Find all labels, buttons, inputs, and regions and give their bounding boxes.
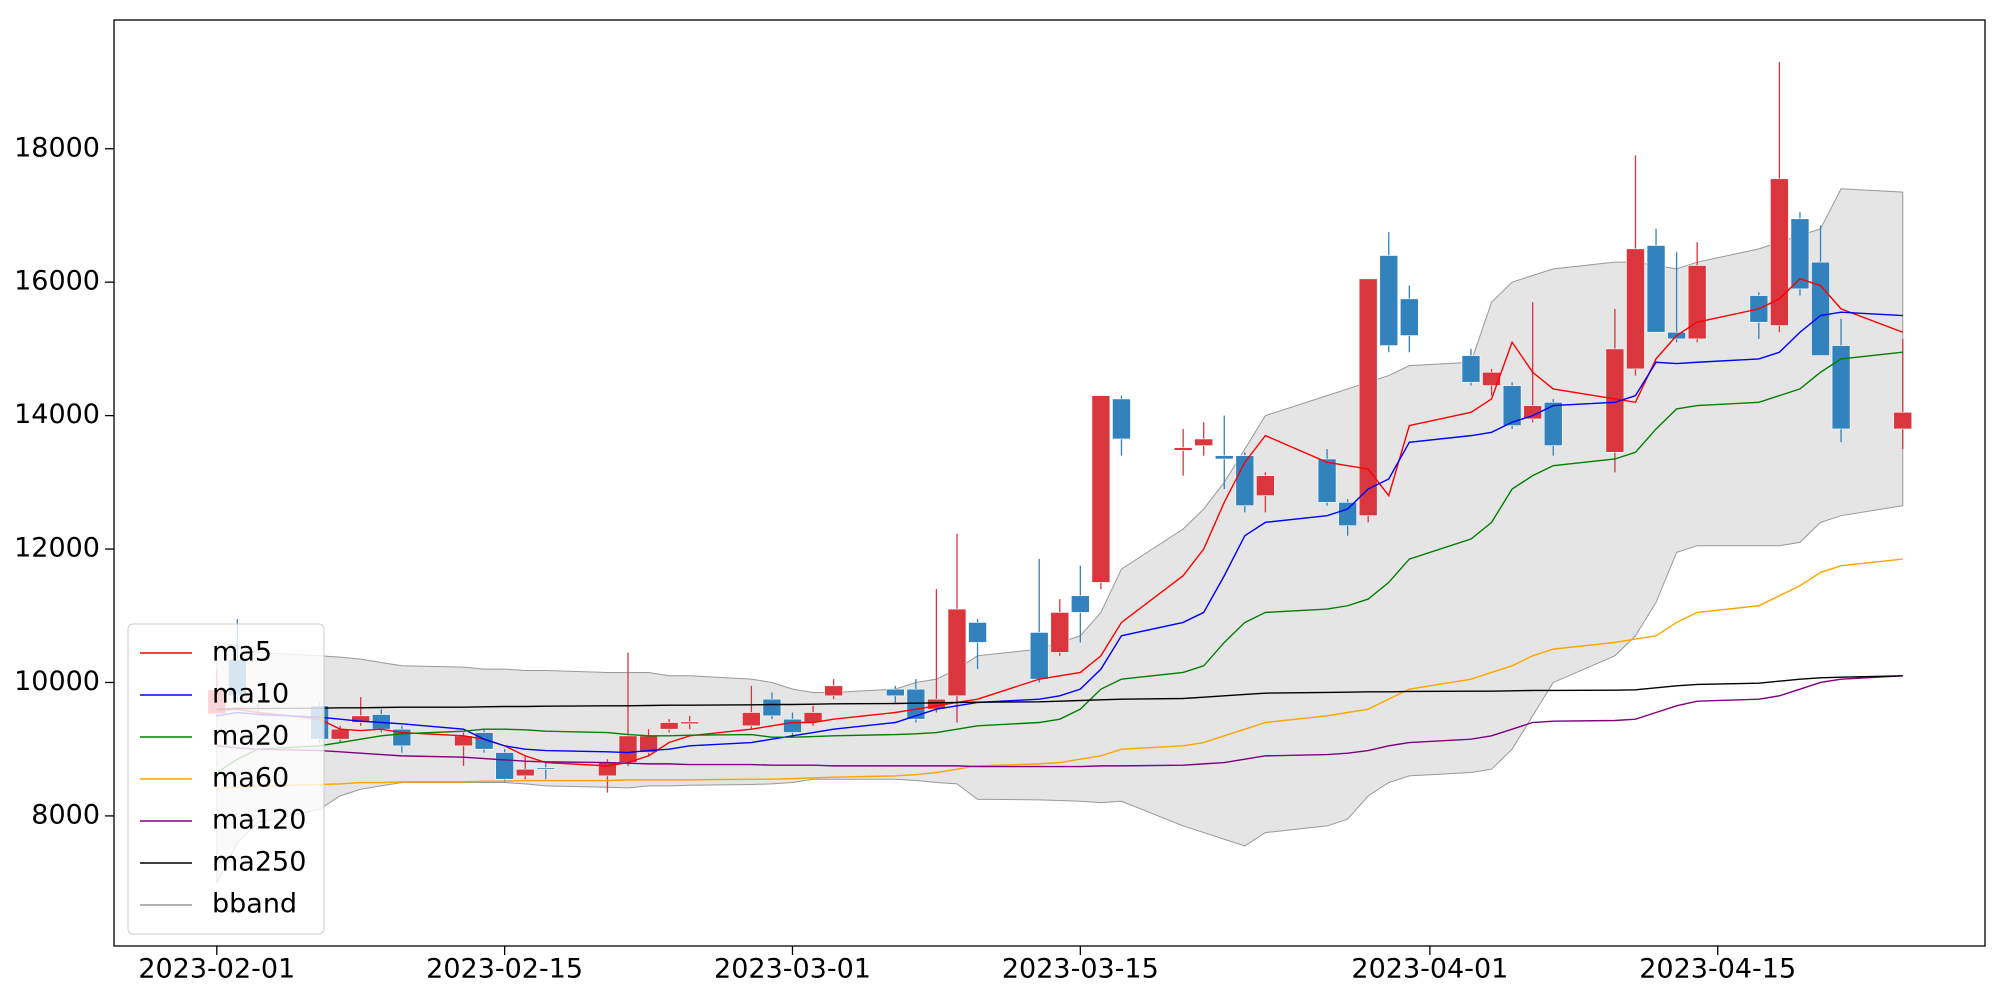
legend-box xyxy=(127,623,325,935)
candle-body xyxy=(330,728,350,740)
ma-line xyxy=(216,558,1903,790)
y-tick-label: 14000 xyxy=(14,399,100,430)
x-tick-label: 2023-02-01 xyxy=(138,954,295,985)
candle-body xyxy=(1112,398,1131,440)
candle-body xyxy=(515,768,535,777)
candle-body xyxy=(1790,218,1810,290)
y-tick-label: 18000 xyxy=(14,132,100,163)
plot-area xyxy=(207,62,1913,883)
candle-body xyxy=(783,718,802,733)
candle-body xyxy=(618,735,638,763)
candle-body xyxy=(1317,458,1337,503)
candle-body xyxy=(1687,265,1707,340)
candle-body xyxy=(1379,255,1399,346)
legend-label: ma20 xyxy=(212,721,289,752)
candle-body xyxy=(1194,438,1214,446)
candle-body xyxy=(1543,401,1563,446)
candle-body xyxy=(495,752,514,780)
candle-body xyxy=(1893,411,1913,430)
candle-body xyxy=(742,712,761,727)
candle-body xyxy=(536,767,556,770)
x-tick-label: 2023-04-01 xyxy=(1351,954,1508,985)
candle-body xyxy=(1811,261,1830,356)
candle-body xyxy=(1029,632,1049,680)
x-tick-label: 2023-03-01 xyxy=(714,954,871,985)
candle-body xyxy=(1173,447,1193,451)
candle-body xyxy=(1214,455,1234,460)
candle-body xyxy=(1770,178,1789,326)
candle-body xyxy=(1502,385,1522,426)
candle-body xyxy=(1071,595,1090,613)
legend-label: ma5 xyxy=(212,637,272,668)
legend: ma5 ma10 ma20 ma60 ma120 ma250 bband xyxy=(127,623,325,935)
legend-label: ma120 xyxy=(212,805,306,836)
candle-body xyxy=(1050,612,1070,653)
x-tick-label: 2023-03-15 xyxy=(1002,954,1159,985)
candle-body xyxy=(1256,475,1275,496)
candle-body xyxy=(1482,371,1501,386)
ma-line xyxy=(216,675,1903,710)
candle-body xyxy=(762,698,782,717)
legend-label: bband xyxy=(212,889,297,920)
ma-line xyxy=(216,311,1903,754)
x-tick-label: 2023-02-15 xyxy=(426,954,583,985)
candle-body xyxy=(1523,405,1542,420)
candle-body xyxy=(906,688,926,720)
candle-body xyxy=(1831,345,1851,430)
candle-body xyxy=(680,721,699,725)
candle-body xyxy=(824,685,843,697)
candle-body xyxy=(351,715,371,723)
ma-line xyxy=(216,351,1903,774)
candle-body xyxy=(659,722,679,730)
legend-label: ma10 xyxy=(212,679,289,710)
candle-body xyxy=(968,622,987,643)
legend-label: ma60 xyxy=(212,763,289,794)
legend-label: ma250 xyxy=(212,847,306,878)
y-tick-label: 16000 xyxy=(14,266,100,297)
candle-body xyxy=(885,688,905,697)
y-tick-label: 10000 xyxy=(14,666,100,697)
candle-body xyxy=(1400,298,1419,336)
y-tick-label: 8000 xyxy=(31,799,100,830)
axes: 8000 10000 12000 14000 16000 18000 2023-02-01 2… xyxy=(14,132,1796,984)
x-tick-label: 2023-04-15 xyxy=(1639,954,1796,985)
axes-frame xyxy=(113,19,1986,947)
candle-body xyxy=(1091,395,1111,583)
candle-body xyxy=(947,608,967,697)
candle-body xyxy=(1338,502,1357,526)
bband-area xyxy=(216,188,1904,883)
candle-body xyxy=(1646,245,1666,333)
candle-body xyxy=(1461,355,1481,383)
ma-line xyxy=(216,675,1903,768)
y-tick-label: 12000 xyxy=(14,533,100,564)
candle-body xyxy=(1626,248,1645,370)
candle-body xyxy=(1358,278,1378,516)
